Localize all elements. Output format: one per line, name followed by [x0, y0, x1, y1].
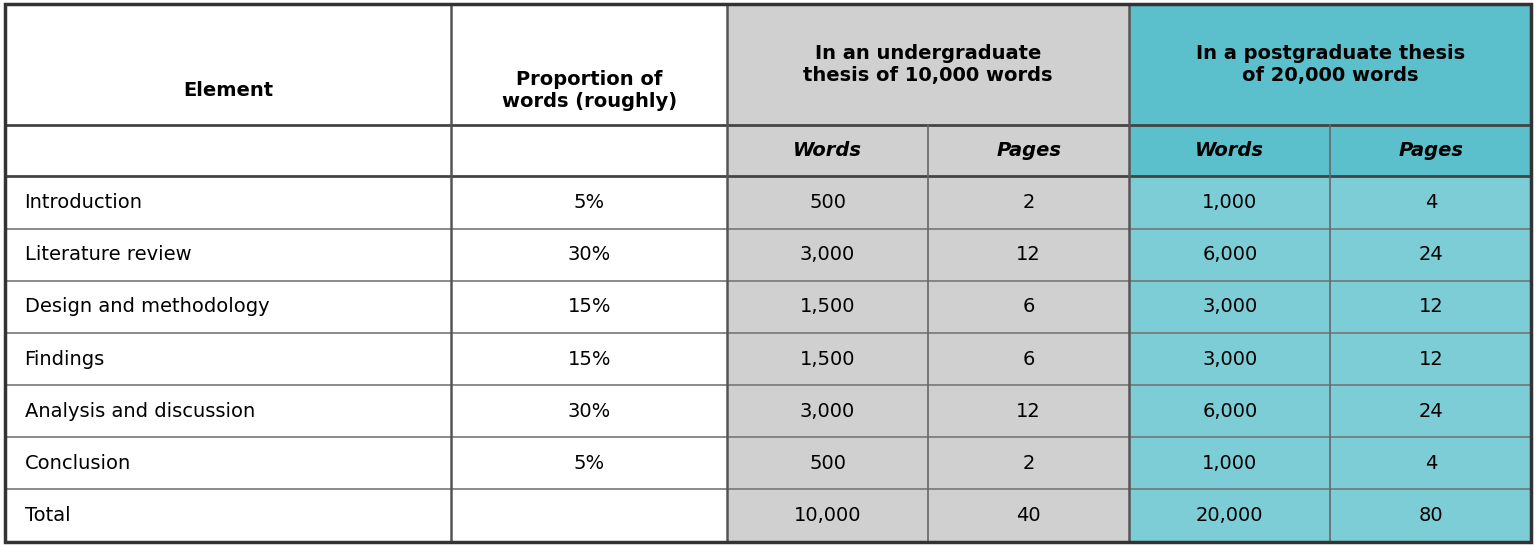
- Bar: [5, 176, 452, 229]
- Text: 10,000: 10,000: [794, 506, 862, 525]
- Bar: [1129, 437, 1330, 489]
- Text: Design and methodology: Design and methodology: [25, 298, 269, 316]
- Bar: [5, 281, 452, 333]
- Bar: [452, 4, 727, 176]
- Text: 500: 500: [809, 454, 846, 473]
- Text: 15%: 15%: [567, 298, 611, 316]
- Bar: [928, 126, 1129, 176]
- Text: 12: 12: [1418, 298, 1444, 316]
- Text: 2: 2: [1023, 454, 1035, 473]
- Bar: [452, 489, 727, 542]
- Bar: [1330, 176, 1531, 229]
- Text: Element: Element: [183, 81, 273, 100]
- Bar: [1129, 385, 1330, 437]
- Text: 12: 12: [1418, 349, 1444, 369]
- Text: Literature review: Literature review: [25, 245, 190, 264]
- Bar: [5, 489, 452, 542]
- Bar: [928, 333, 1129, 385]
- Text: 6,000: 6,000: [1203, 402, 1258, 421]
- Bar: [5, 437, 452, 489]
- Text: 1,500: 1,500: [800, 298, 856, 316]
- Text: 3,000: 3,000: [800, 402, 856, 421]
- Bar: [1330, 333, 1531, 385]
- Bar: [5, 4, 452, 176]
- Bar: [5, 229, 452, 281]
- Text: 5%: 5%: [573, 193, 605, 212]
- Text: 3,000: 3,000: [1203, 298, 1258, 316]
- Text: Words: Words: [793, 141, 862, 161]
- Bar: [928, 229, 1129, 281]
- Text: 30%: 30%: [568, 402, 611, 421]
- Bar: [928, 176, 1129, 229]
- Text: Analysis and discussion: Analysis and discussion: [25, 402, 255, 421]
- Bar: [1330, 126, 1531, 176]
- Text: 3,000: 3,000: [800, 245, 856, 264]
- Text: 80: 80: [1419, 506, 1444, 525]
- Text: Pages: Pages: [997, 141, 1061, 161]
- Bar: [452, 333, 727, 385]
- Text: Total: Total: [25, 506, 71, 525]
- Text: 500: 500: [809, 193, 846, 212]
- Text: 5%: 5%: [573, 454, 605, 473]
- Bar: [928, 385, 1129, 437]
- Bar: [928, 489, 1129, 542]
- Text: Proportion of
words (roughly): Proportion of words (roughly): [502, 70, 677, 111]
- Bar: [1129, 229, 1330, 281]
- Text: 12: 12: [1017, 402, 1041, 421]
- Bar: [1330, 229, 1531, 281]
- Text: Findings: Findings: [25, 349, 104, 369]
- Text: Introduction: Introduction: [25, 193, 143, 212]
- Text: 1,000: 1,000: [1203, 193, 1258, 212]
- Bar: [727, 489, 928, 542]
- Bar: [5, 385, 452, 437]
- Bar: [1129, 176, 1330, 229]
- Bar: [727, 333, 928, 385]
- Text: 1,500: 1,500: [800, 349, 856, 369]
- Text: 4: 4: [1425, 193, 1438, 212]
- Text: 6,000: 6,000: [1203, 245, 1258, 264]
- Bar: [727, 229, 928, 281]
- Bar: [1330, 281, 1531, 333]
- Bar: [452, 281, 727, 333]
- Bar: [452, 385, 727, 437]
- Text: 15%: 15%: [567, 349, 611, 369]
- Text: Pages: Pages: [1398, 141, 1464, 161]
- Text: 6: 6: [1023, 349, 1035, 369]
- Text: 3,000: 3,000: [1203, 349, 1258, 369]
- Bar: [928, 437, 1129, 489]
- Bar: [727, 281, 928, 333]
- Text: 2: 2: [1023, 193, 1035, 212]
- Bar: [1129, 126, 1330, 176]
- Text: 40: 40: [1017, 506, 1041, 525]
- Bar: [1330, 385, 1531, 437]
- Text: Conclusion: Conclusion: [25, 454, 131, 473]
- Bar: [1129, 489, 1330, 542]
- Text: In a postgraduate thesis
of 20,000 words: In a postgraduate thesis of 20,000 words: [1195, 44, 1465, 85]
- Bar: [452, 437, 727, 489]
- Text: In an undergraduate
thesis of 10,000 words: In an undergraduate thesis of 10,000 wor…: [803, 44, 1052, 85]
- Text: 20,000: 20,000: [1197, 506, 1264, 525]
- Bar: [1129, 4, 1531, 126]
- Bar: [452, 176, 727, 229]
- Bar: [1129, 281, 1330, 333]
- Bar: [1330, 437, 1531, 489]
- Bar: [727, 4, 1129, 126]
- Text: 24: 24: [1418, 402, 1444, 421]
- Bar: [727, 126, 928, 176]
- Bar: [1330, 489, 1531, 542]
- Bar: [928, 281, 1129, 333]
- Text: 4: 4: [1425, 454, 1438, 473]
- Text: Words: Words: [1195, 141, 1264, 161]
- Text: 24: 24: [1418, 245, 1444, 264]
- Bar: [727, 437, 928, 489]
- Text: 12: 12: [1017, 245, 1041, 264]
- Bar: [727, 385, 928, 437]
- Bar: [727, 176, 928, 229]
- Bar: [1129, 333, 1330, 385]
- Bar: [452, 229, 727, 281]
- Text: 6: 6: [1023, 298, 1035, 316]
- Bar: [5, 333, 452, 385]
- Text: 30%: 30%: [568, 245, 611, 264]
- Text: 1,000: 1,000: [1203, 454, 1258, 473]
